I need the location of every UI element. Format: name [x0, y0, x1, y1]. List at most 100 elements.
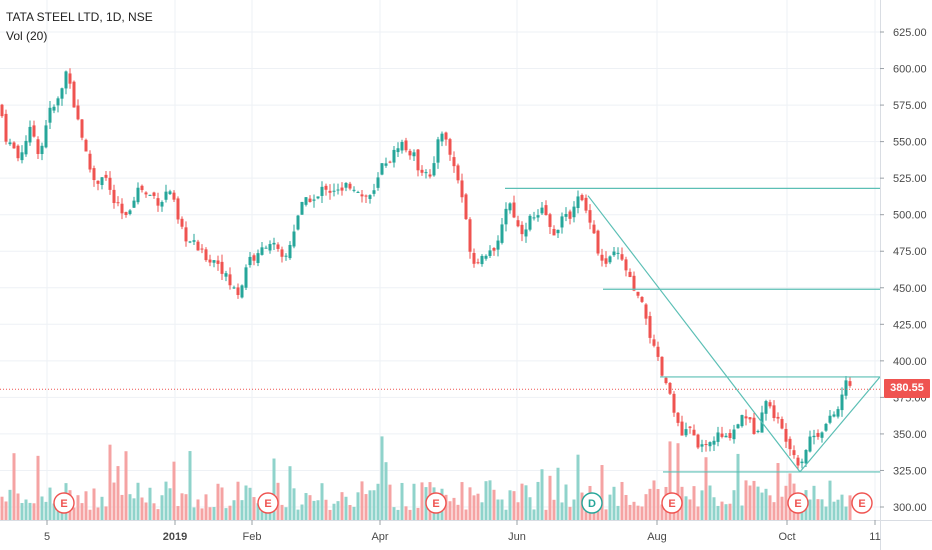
volume-bar — [28, 502, 32, 520]
volume-bar — [368, 490, 372, 520]
candle-body — [736, 424, 740, 429]
volume-bar — [328, 509, 332, 520]
volume-bar — [384, 462, 388, 520]
volume-bar — [688, 499, 692, 520]
volume-bar — [312, 500, 316, 520]
volume-bar — [208, 507, 212, 520]
candle-body — [128, 210, 132, 214]
volume-bar — [140, 497, 144, 520]
volume-bar — [768, 495, 772, 520]
candle-body — [584, 197, 588, 211]
volume-bar — [52, 503, 56, 520]
candle-body — [76, 105, 80, 120]
volume-bar — [668, 441, 672, 520]
volume-bar — [504, 509, 508, 520]
candle-body — [588, 210, 592, 223]
x-tick-label: 11 — [869, 531, 880, 543]
candle-body — [568, 211, 572, 219]
candle-body — [524, 229, 528, 237]
candle-body — [376, 177, 380, 188]
volume-bar — [764, 488, 768, 520]
candle-body — [564, 214, 568, 217]
candle-body — [24, 140, 28, 155]
volume-bar — [180, 493, 184, 520]
volume-bar — [184, 494, 188, 520]
volume-bar — [256, 503, 260, 520]
candle-body — [752, 417, 756, 435]
candle-body — [156, 198, 160, 206]
candle-body — [368, 195, 372, 199]
volume-bar — [320, 483, 324, 520]
candle-body — [312, 199, 316, 201]
volume-bar — [192, 507, 196, 520]
volume-bar — [272, 458, 276, 520]
candle-body — [612, 251, 616, 256]
volume-bar — [488, 480, 492, 520]
candle-body — [192, 240, 196, 242]
candle-body — [116, 202, 120, 204]
y-tick-label: 325.00 — [893, 465, 927, 477]
y-tick-label: 350.00 — [893, 429, 927, 441]
candle-body — [500, 224, 504, 243]
volume-bar — [96, 507, 100, 520]
volume-bar — [220, 487, 224, 520]
candle-body — [188, 241, 192, 243]
volume-bar — [756, 486, 760, 520]
volume-bar — [292, 488, 296, 520]
x-tick-label: Oct — [778, 531, 795, 543]
trendlines — [505, 187, 881, 473]
candle-body — [720, 433, 724, 437]
candle-body — [772, 405, 776, 419]
candle-body — [796, 457, 800, 466]
volume-bar — [80, 503, 84, 520]
volume-bar — [344, 496, 348, 520]
event-marker-label: E — [858, 498, 865, 510]
candle-body — [848, 381, 852, 386]
volume-bar — [128, 494, 132, 520]
volume-bar — [296, 509, 300, 520]
volume-bar — [100, 496, 104, 520]
volume-bar — [704, 457, 708, 520]
candle-body — [832, 414, 836, 417]
volume-bar — [460, 482, 464, 520]
volume-bar — [188, 451, 192, 520]
volume-bar — [592, 508, 596, 520]
volume-bar — [596, 503, 600, 520]
candle-body — [660, 356, 664, 376]
y-tick-label: 475.00 — [893, 246, 927, 258]
candle-body — [560, 216, 564, 228]
y-tick-label: 400.00 — [893, 356, 927, 368]
volume-bar — [556, 467, 560, 520]
candle-body — [8, 142, 12, 145]
x-tick-label: Jun — [508, 531, 526, 543]
candle-body — [92, 168, 96, 181]
volume-bar — [772, 502, 776, 520]
y-tick-label: 500.00 — [893, 210, 927, 222]
candle-body — [840, 394, 844, 411]
volume-bar — [644, 494, 648, 520]
volume-bar — [480, 502, 484, 520]
candle-body — [228, 274, 232, 286]
candle-body — [212, 260, 216, 263]
candle-body — [52, 106, 56, 111]
candle-body — [404, 140, 408, 151]
volume-bar — [216, 483, 220, 520]
candle-body — [716, 432, 720, 442]
volume-bar — [20, 503, 24, 520]
candle-body — [80, 119, 84, 138]
volume-bar — [56, 509, 60, 520]
event-marker-label: E — [668, 498, 675, 510]
candle-body — [396, 148, 400, 153]
candle-body — [340, 187, 344, 191]
volume-bar — [700, 490, 704, 520]
volume-bar — [228, 505, 232, 520]
volume-bar — [420, 482, 424, 520]
volume-bar — [828, 480, 832, 520]
volume-bar — [684, 496, 688, 520]
candle-body — [124, 212, 128, 215]
candle-body — [204, 249, 208, 261]
volume-bar — [560, 502, 564, 520]
volume-bar — [288, 466, 292, 520]
candle-body — [480, 255, 484, 265]
